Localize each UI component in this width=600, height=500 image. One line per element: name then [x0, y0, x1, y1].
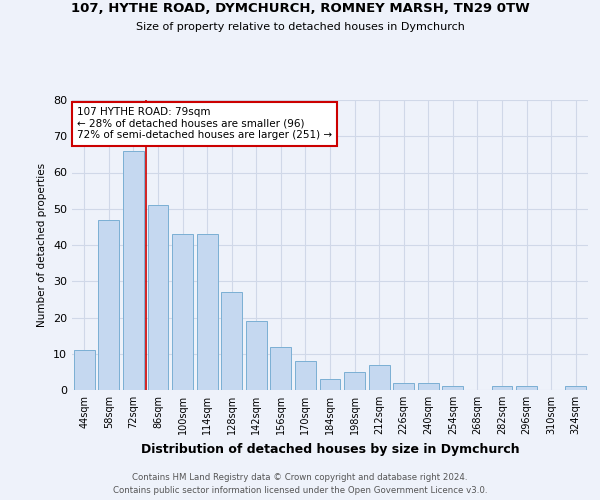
Bar	[221, 292, 242, 390]
Bar	[442, 386, 463, 390]
Bar	[148, 205, 169, 390]
Text: 107, HYTHE ROAD, DYMCHURCH, ROMNEY MARSH, TN29 0TW: 107, HYTHE ROAD, DYMCHURCH, ROMNEY MARSH…	[71, 2, 529, 16]
Bar	[295, 361, 316, 390]
Bar	[393, 383, 414, 390]
Text: 107 HYTHE ROAD: 79sqm
← 28% of detached houses are smaller (96)
72% of semi-deta: 107 HYTHE ROAD: 79sqm ← 28% of detached …	[77, 108, 332, 140]
Bar	[344, 372, 365, 390]
Bar	[565, 386, 586, 390]
Text: Contains HM Land Registry data © Crown copyright and database right 2024.
Contai: Contains HM Land Registry data © Crown c…	[113, 474, 487, 495]
Bar	[320, 379, 340, 390]
Bar	[98, 220, 119, 390]
Y-axis label: Number of detached properties: Number of detached properties	[37, 163, 47, 327]
Bar	[197, 234, 218, 390]
Bar	[123, 151, 144, 390]
Bar	[74, 350, 95, 390]
Bar	[172, 234, 193, 390]
Bar	[368, 364, 389, 390]
Bar	[418, 383, 439, 390]
Bar	[246, 321, 267, 390]
Bar	[491, 386, 512, 390]
Text: Size of property relative to detached houses in Dymchurch: Size of property relative to detached ho…	[136, 22, 464, 32]
Bar	[271, 346, 292, 390]
Bar	[516, 386, 537, 390]
Text: Distribution of detached houses by size in Dymchurch: Distribution of detached houses by size …	[140, 442, 520, 456]
